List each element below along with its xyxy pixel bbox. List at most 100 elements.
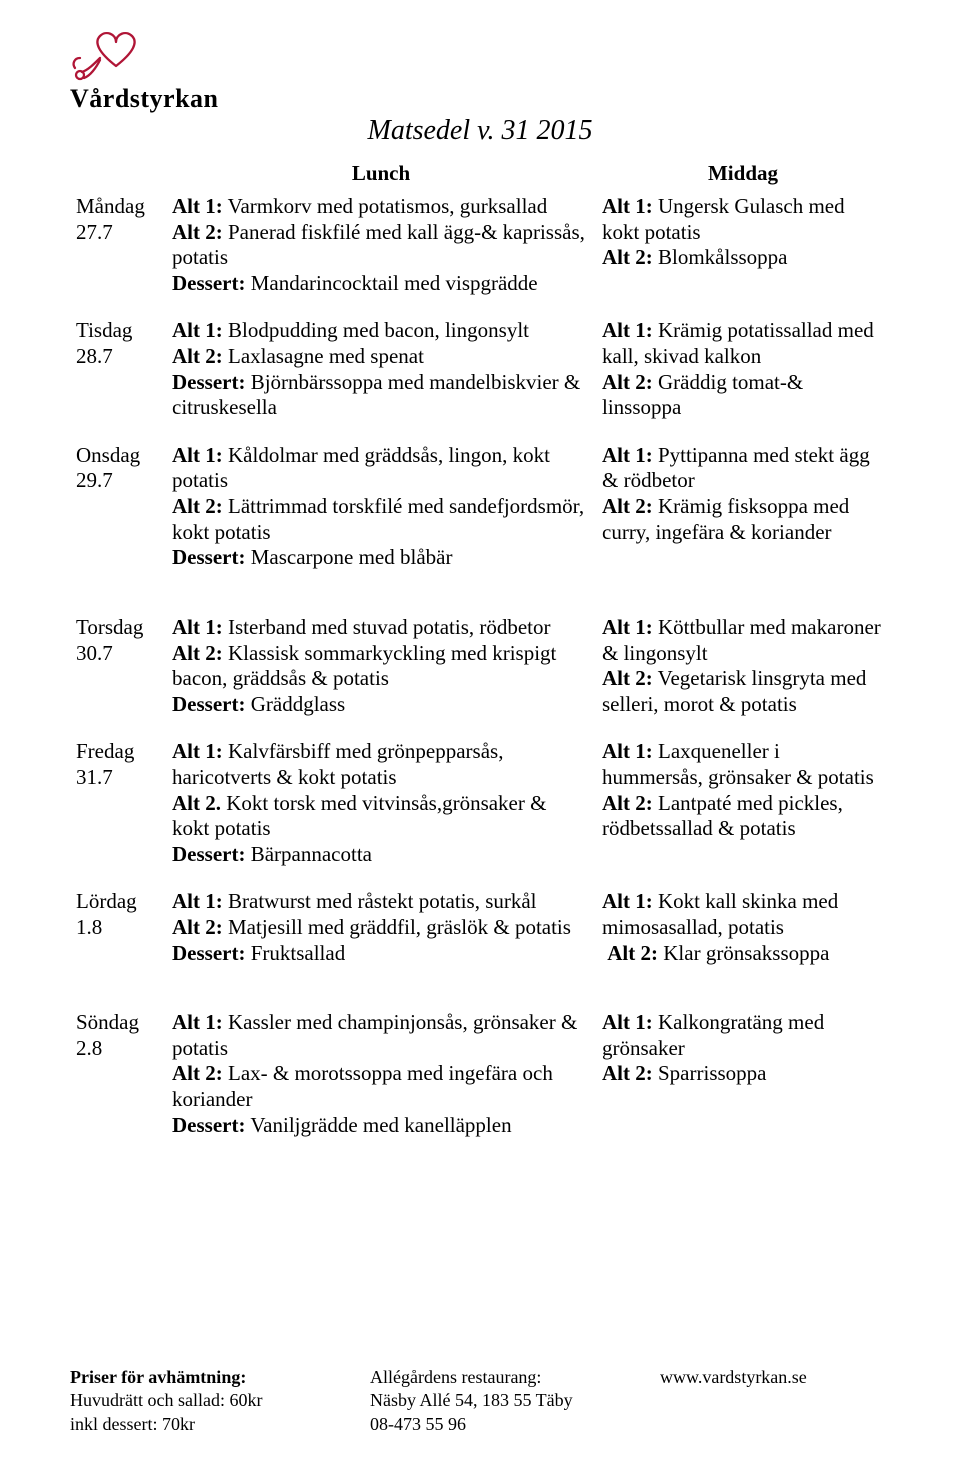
page-title: Matsedel v. 31 2015 (70, 115, 890, 147)
footer-website: www.vardstyrkan.se (660, 1366, 890, 1436)
lunch-dessert: Vaniljgrädde med kanelläpplen (250, 1113, 511, 1137)
dinner-cell: Alt 1: Kalkongratäng med grönsakerAlt 2:… (596, 984, 890, 1156)
day-date: 31.7 (76, 765, 113, 789)
dessert-label: Dessert: (172, 692, 245, 716)
alt2-label: Alt 2: (602, 494, 653, 518)
table-row: Fredag31.7 Alt 1: Kalvfärsbiff med grönpe… (70, 735, 890, 885)
lunch-cell: Alt 1: Isterband med stuvad potatis, röd… (166, 589, 596, 735)
table-row: Måndag27.7Alt 1: Varmkorv med potatismos… (70, 190, 890, 314)
alt1-label: Alt 1: (602, 318, 653, 342)
alt1-label: Alt 1: (602, 194, 653, 218)
lunch-alt2: Laxlasagne med spenat (228, 344, 424, 368)
lunch-alt1: Kåldolmar med gräddsås, lingon, kokt pot… (172, 443, 550, 493)
day-name: Tisdag (76, 318, 132, 342)
day-name: Fredag (76, 739, 134, 763)
alt2-label: Alt 2: (172, 1061, 223, 1085)
alt2-label: Alt 2: (172, 344, 223, 368)
lunch-alt1: Varmkorv med potatismos, gurksallad (228, 194, 548, 218)
day-date: 30.7 (76, 641, 113, 665)
dinner-alt2: Blomkålssoppa (658, 245, 788, 269)
alt1-label: Alt 1: (172, 194, 223, 218)
lunch-alt1: Isterband med stuvad potatis, rödbetor (228, 615, 551, 639)
day-date: 2.8 (76, 1036, 102, 1060)
dessert-label: Dessert: (172, 545, 245, 569)
day-name: Lördag (76, 889, 137, 913)
alt2-label: Alt 2: (172, 220, 223, 244)
day-name: Måndag (76, 194, 145, 218)
alt1-label: Alt 1: (602, 889, 653, 913)
restaurant-name: Allégårdens restaurang: (370, 1366, 660, 1389)
lunch-alt2: Klassisk sommarkyckling med krispigt bac… (172, 641, 556, 691)
lunch-alt1: Kassler med champinjonsås, grönsaker & p… (172, 1010, 577, 1060)
lunch-dessert: Mascarpone med blåbär (251, 545, 453, 569)
lunch-alt1: Blodpudding med bacon, lingonsylt (228, 318, 529, 342)
restaurant-phone: 08-473 55 96 (370, 1413, 660, 1436)
alt2-label: Alt 2: (602, 1061, 653, 1085)
lunch-dessert: Fruktsallad (251, 941, 346, 965)
lunch-alt2: Panerad fiskfilé med kall ägg-& kaprisså… (172, 220, 585, 270)
heart-stethoscope-icon (70, 28, 162, 88)
lunch-cell: Alt 1: Kalvfärsbiff med grönpepparsås, h… (166, 735, 596, 885)
alt2-label: Alt 2: (172, 915, 223, 939)
day-cell: Tisdag28.7 (70, 314, 166, 438)
day-cell: Söndag2.8 (70, 984, 166, 1156)
lunch-dessert: Mandarincocktail med vispgrädde (251, 271, 538, 295)
table-row: Torsdag30.7Alt 1: Isterband med stuvad p… (70, 589, 890, 735)
alt1-label: Alt 1: (172, 443, 223, 467)
dinner-cell: Alt 1: Köttbullar med makaroner & lingon… (596, 589, 890, 735)
lunch-dessert: Bärpannacotta (251, 842, 372, 866)
dinner-cell: Alt 1: Pyttipanna med stekt ägg & rödbet… (596, 439, 890, 589)
alt1-label: Alt 1: (602, 739, 653, 763)
footer-restaurant: Allégårdens restaurang: Näsby Allé 54, 1… (370, 1366, 660, 1436)
dessert-label: Dessert: (172, 370, 245, 394)
day-name: Söndag (76, 1010, 139, 1034)
day-cell: Torsdag30.7 (70, 589, 166, 735)
alt1-label: Alt 1: (172, 739, 223, 763)
header-empty (70, 157, 166, 190)
prices-heading: Priser för avhämtning: (70, 1366, 370, 1389)
footer: Priser för avhämtning: Huvudrätt och sal… (70, 1366, 890, 1436)
price-dessert: inkl dessert: 70kr (70, 1413, 370, 1436)
lunch-alt2: Lax- & morotssoppa med ingefära och kori… (172, 1061, 553, 1111)
table-row: Onsdag29.7Alt 1: Kåldolmar med gräddsås,… (70, 439, 890, 589)
website-url: www.vardstyrkan.se (660, 1366, 890, 1389)
alt1-label: Alt 1: (172, 615, 223, 639)
day-date: 27.7 (76, 220, 113, 244)
table-row: Söndag2.8Alt 1: Kassler med champinjonså… (70, 984, 890, 1156)
day-date: 29.7 (76, 468, 113, 492)
alt1-label: Alt 1: (602, 443, 653, 467)
lunch-alt2: Matjesill med gräddfil, gräslök & potati… (228, 915, 571, 939)
lunch-cell: Alt 1: Bratwurst med råstekt potatis, su… (166, 885, 596, 984)
alt1-label: Alt 1: (172, 318, 223, 342)
alt2-label: Alt 2: (602, 666, 653, 690)
footer-prices: Priser för avhämtning: Huvudrätt och sal… (70, 1366, 370, 1436)
day-cell: Onsdag29.7 (70, 439, 166, 589)
lunch-alt2: Lättrimmad torskfilé med sandefjordsmör,… (172, 494, 584, 544)
logo-text: Vårdstyrkan (70, 84, 219, 114)
alt1-label: Alt 1: (172, 889, 223, 913)
alt2-label: Alt 2: (172, 641, 223, 665)
alt2-label: Alt 2: (172, 494, 223, 518)
day-cell: Lördag1.8 (70, 885, 166, 984)
alt2-label: Alt 2: (602, 370, 653, 394)
table-row: Lördag1.8Alt 1: Bratwurst med råstekt po… (70, 885, 890, 984)
day-cell: Måndag27.7 (70, 190, 166, 314)
restaurant-addr: Näsby Allé 54, 183 55 Täby (370, 1389, 660, 1412)
dinner-alt2: Klar grönsakssoppa (663, 941, 829, 965)
dessert-label: Dessert: (172, 941, 245, 965)
dinner-cell: Alt 1: Laxqueneller i hummersås, grönsak… (596, 735, 890, 885)
alt2-label: Alt 2. (172, 791, 221, 815)
alt2-label: Alt 2: (602, 245, 653, 269)
lunch-cell: Alt 1: Varmkorv med potatismos, gurksall… (166, 190, 596, 314)
dessert-label: Dessert: (172, 1113, 245, 1137)
lunch-alt1: Bratwurst med råstekt potatis, surkål (228, 889, 537, 913)
alt1-label: Alt 1: (172, 1010, 223, 1034)
alt1-label: Alt 1: (602, 1010, 653, 1034)
lunch-cell: Alt 1: Kassler med champinjonsås, grönsa… (166, 984, 596, 1156)
lunch-cell: Alt 1: Blodpudding med bacon, lingonsylt… (166, 314, 596, 438)
day-date: 28.7 (76, 344, 113, 368)
alt1-label: Alt 1: (602, 615, 653, 639)
lunch-alt2: Kokt torsk med vitvinsås,grönsaker & kok… (172, 791, 546, 841)
dinner-alt2: Sparrissoppa (658, 1061, 767, 1085)
alt2-label: Alt 2: (607, 941, 658, 965)
